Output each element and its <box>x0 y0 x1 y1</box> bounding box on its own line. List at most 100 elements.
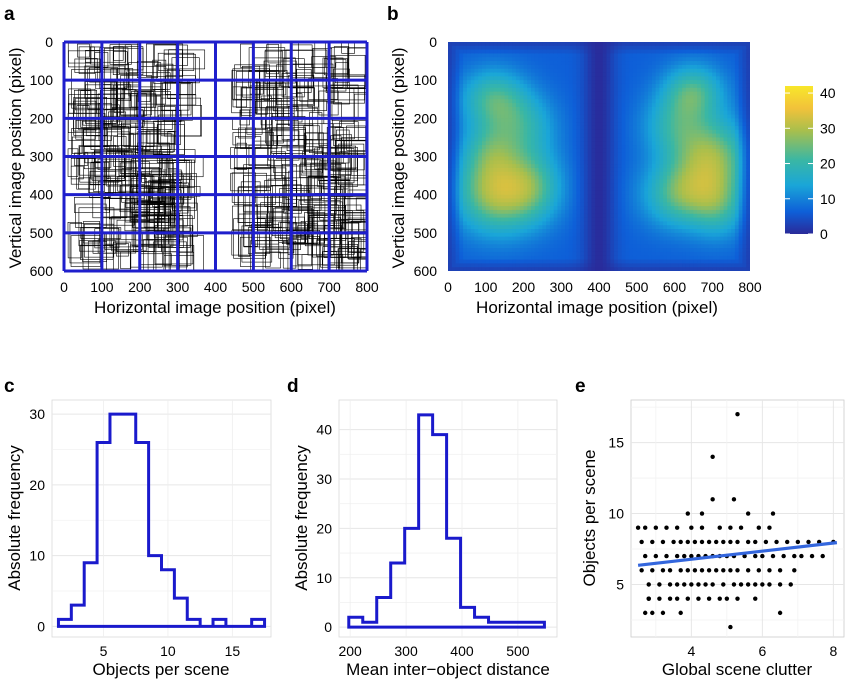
heat-cell <box>610 133 615 139</box>
heat-cell <box>546 68 551 74</box>
heat-cell <box>534 221 540 226</box>
heat-cell <box>587 118 593 123</box>
heat-cell <box>519 175 525 180</box>
heat-cell <box>504 76 509 81</box>
heat-cell <box>697 187 702 192</box>
heat-cell <box>606 221 611 226</box>
heat-cell <box>708 209 713 215</box>
heat-cell <box>500 103 506 108</box>
heat-cell <box>614 53 619 58</box>
heat-cell <box>527 72 532 77</box>
heat-cell <box>565 187 570 192</box>
heat-cell <box>497 118 502 123</box>
heat-cell <box>595 217 600 222</box>
heat-cell <box>512 160 517 165</box>
heat-cell <box>568 156 574 161</box>
object-box <box>240 181 261 195</box>
heat-cell <box>640 156 645 161</box>
heat-cell <box>508 171 513 177</box>
heat-cell <box>610 45 615 51</box>
heat-cell <box>629 64 634 70</box>
heat-cell <box>478 248 483 253</box>
heat-cell <box>531 198 536 203</box>
heat-cell <box>610 122 615 127</box>
heat-cell <box>572 80 577 85</box>
heat-cell <box>712 263 717 268</box>
heat-cell <box>599 152 604 158</box>
heat-cell <box>651 68 657 74</box>
heat-cell <box>659 99 664 104</box>
heat-cell <box>595 255 600 261</box>
heat-cell <box>531 167 536 173</box>
heat-cell <box>580 45 585 51</box>
heat-cell <box>697 248 702 253</box>
heat-cell <box>497 83 502 89</box>
heat-cell <box>549 206 555 211</box>
heat-cell <box>640 137 645 142</box>
heat-cell <box>565 190 570 196</box>
heat-cell <box>640 125 645 131</box>
heat-cell <box>648 42 653 47</box>
heat-cell <box>504 95 509 100</box>
heat-cell <box>595 194 600 200</box>
heat-cell <box>693 240 698 245</box>
heat-cell <box>587 141 593 146</box>
heat-cell <box>693 263 698 268</box>
heat-cell <box>712 99 717 104</box>
heat-cell <box>523 225 528 230</box>
object-box <box>104 47 144 71</box>
heat-cell <box>512 106 517 112</box>
heat-cell <box>478 152 483 158</box>
heat-cell <box>580 225 585 230</box>
heat-cell <box>708 179 713 184</box>
heat-cell <box>568 164 574 169</box>
heat-cell <box>651 190 657 196</box>
heat-cell <box>504 145 509 150</box>
heat-cell <box>704 95 710 100</box>
heat-cell <box>463 137 468 142</box>
heat-cell <box>463 206 468 211</box>
heat-cell <box>708 206 713 211</box>
heat-cell <box>527 106 532 112</box>
heat-cell <box>508 103 513 108</box>
heat-cell <box>621 148 627 154</box>
heat-cell <box>697 61 702 66</box>
heat-cell <box>632 213 638 219</box>
heat-cell <box>655 156 660 161</box>
heat-cell <box>682 61 687 66</box>
heat-cell <box>670 236 676 242</box>
heat-cell <box>576 229 581 234</box>
heat-cell <box>553 187 559 192</box>
heat-cell <box>712 114 717 119</box>
heat-cell <box>534 251 540 257</box>
heat-cell <box>451 148 457 154</box>
heat-cell <box>466 167 472 173</box>
heat-cell <box>572 83 577 89</box>
heat-cell <box>693 175 698 180</box>
heat-cell <box>625 76 630 81</box>
heat-cell <box>583 133 589 139</box>
heat-cell <box>602 103 608 108</box>
heat-cell <box>504 194 509 200</box>
heat-cell <box>546 103 551 108</box>
heat-cell <box>693 183 698 188</box>
heat-cell <box>455 175 460 180</box>
heat-cell <box>580 152 585 158</box>
heat-cell <box>595 244 600 249</box>
heat-cell <box>568 171 574 177</box>
heat-cell <box>546 175 551 180</box>
heat-cell <box>651 206 657 211</box>
heat-cell <box>606 209 611 215</box>
heat-cell <box>523 68 528 74</box>
heat-cell <box>708 156 713 161</box>
heat-cell <box>663 217 668 222</box>
heat-cell <box>534 137 540 142</box>
heat-cell <box>515 263 521 268</box>
heat-cell <box>493 209 498 215</box>
heat-cell <box>689 133 694 139</box>
heat-cell <box>470 240 476 245</box>
heat-cell <box>527 160 532 165</box>
heat-cell <box>640 80 645 85</box>
heat-cell <box>617 194 623 200</box>
heat-cell <box>466 103 472 108</box>
